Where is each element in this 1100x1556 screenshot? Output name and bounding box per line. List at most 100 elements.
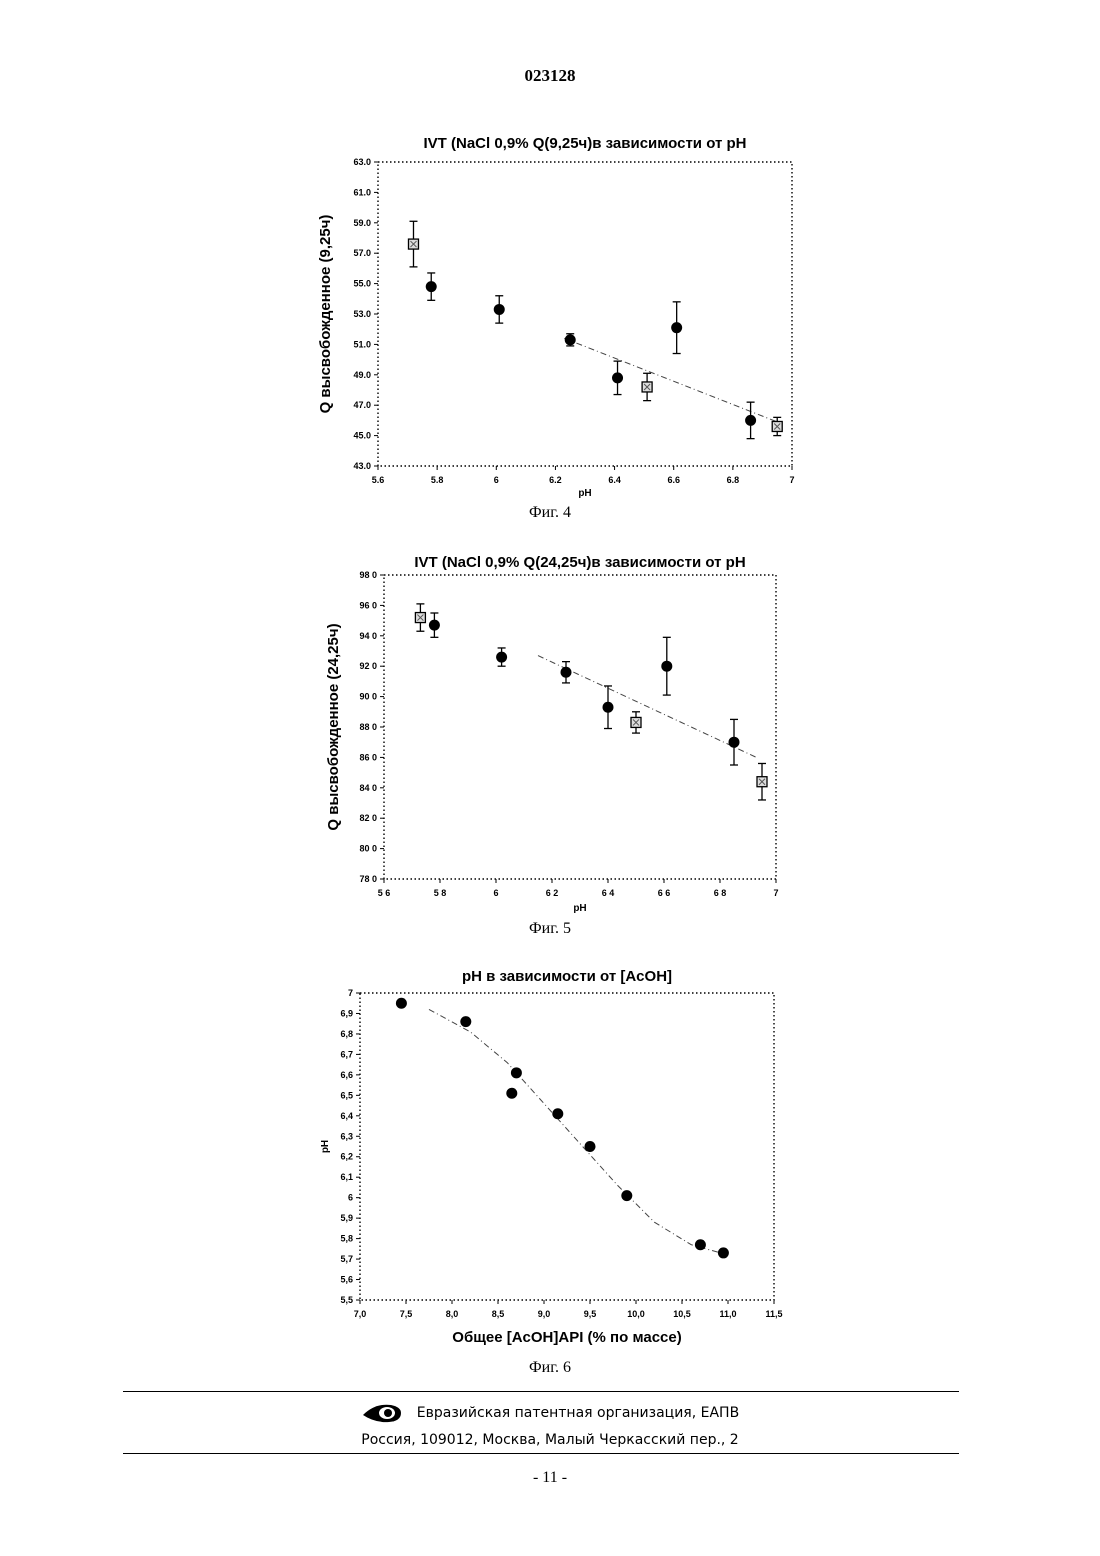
y-tick-label: 61.0 bbox=[353, 187, 371, 197]
circle-marker bbox=[695, 1239, 706, 1250]
y-tick-label: 88 0 bbox=[359, 722, 377, 732]
data-point bbox=[718, 1247, 729, 1258]
data-point bbox=[496, 648, 507, 666]
y-tick-label: 57.0 bbox=[353, 248, 371, 258]
data-point bbox=[612, 361, 623, 394]
x-axis-label: Общее [AcOH]API (% по массе) bbox=[452, 1329, 681, 1346]
x-tick-label: 5.8 bbox=[431, 475, 444, 485]
x-tick-label: 6 8 bbox=[714, 888, 727, 898]
x-tick-label: 10,0 bbox=[627, 1309, 645, 1319]
y-tick-label: 6,9 bbox=[340, 1008, 353, 1018]
y-tick-label: 53.0 bbox=[353, 309, 371, 319]
y-axis-label: Q высвобожденное (9,25ч) bbox=[317, 215, 334, 414]
circle-marker bbox=[494, 304, 505, 315]
y-tick-label: 6,6 bbox=[340, 1070, 353, 1080]
data-point bbox=[561, 662, 572, 683]
data-point bbox=[603, 686, 614, 729]
x-tick-label: 7 bbox=[773, 888, 778, 898]
y-tick-label: 84 0 bbox=[359, 783, 377, 793]
caption-fig6: Фиг. 6 bbox=[0, 1359, 1100, 1377]
chart-title: pH в зависимости от [AcOH] bbox=[462, 968, 672, 985]
chart-fig6: pH в зависимости от [AcOH]7,07,58,08,59,… bbox=[0, 955, 1100, 1355]
y-tick-label: 45.0 bbox=[353, 431, 371, 441]
figure-4: IVT (NaCl 0,9% Q(9,25ч)в зависимости от … bbox=[0, 120, 1100, 500]
x-tick-label: 7,5 bbox=[400, 1309, 413, 1319]
plot-frame bbox=[360, 993, 774, 1300]
x-tick-label: 7 bbox=[789, 475, 794, 485]
x-tick-label: 6 4 bbox=[602, 888, 615, 898]
circle-marker bbox=[621, 1190, 632, 1201]
y-axis-label: Q высвобожденное (24,25ч) bbox=[325, 623, 342, 830]
circle-marker bbox=[612, 372, 623, 383]
data-point bbox=[396, 998, 407, 1009]
x-tick-label: 7,0 bbox=[354, 1309, 367, 1319]
y-tick-label: 94 0 bbox=[359, 631, 377, 641]
data-point bbox=[585, 1141, 596, 1152]
data-point bbox=[494, 296, 505, 323]
y-tick-label: 78 0 bbox=[359, 874, 377, 884]
data-point bbox=[631, 712, 641, 733]
x-tick-label: 10,5 bbox=[673, 1309, 691, 1319]
data-point bbox=[729, 719, 740, 765]
x-tick-label: 6 bbox=[493, 888, 498, 898]
footer-address: Россия, 109012, Москва, Малый Черкасский… bbox=[0, 1432, 1100, 1448]
data-point bbox=[642, 373, 652, 400]
x-tick-label: 6 6 bbox=[658, 888, 671, 898]
y-axis-label: pH bbox=[320, 1140, 331, 1153]
data-point bbox=[415, 604, 425, 631]
x-tick-label: 6.8 bbox=[727, 475, 740, 485]
plot-frame bbox=[384, 575, 776, 879]
data-point bbox=[671, 302, 682, 354]
y-tick-label: 92 0 bbox=[359, 661, 377, 671]
footer-rule-bottom bbox=[123, 1453, 959, 1454]
data-point bbox=[661, 637, 672, 695]
y-tick-label: 6,8 bbox=[340, 1029, 353, 1039]
x-tick-label: 5.6 bbox=[372, 475, 385, 485]
y-tick-label: 82 0 bbox=[359, 813, 377, 823]
y-tick-label: 6,1 bbox=[340, 1172, 353, 1182]
y-tick-label: 63.0 bbox=[353, 157, 371, 167]
data-point bbox=[511, 1067, 522, 1078]
circle-marker bbox=[552, 1108, 563, 1119]
y-tick-label: 7 bbox=[348, 988, 353, 998]
circle-marker bbox=[671, 322, 682, 333]
x-tick-label: 5 8 bbox=[434, 888, 447, 898]
document-number: 023128 bbox=[0, 66, 1100, 86]
y-tick-label: 47.0 bbox=[353, 400, 371, 410]
circle-marker bbox=[661, 661, 672, 672]
footer-org-text: Евразийская патентная организация, ЕАПВ bbox=[417, 1405, 739, 1421]
y-tick-label: 6,7 bbox=[340, 1049, 353, 1059]
y-tick-label: 98 0 bbox=[359, 570, 377, 580]
x-tick-label: 6.2 bbox=[549, 475, 562, 485]
footer-rule-top bbox=[123, 1391, 959, 1392]
y-tick-label: 6,2 bbox=[340, 1152, 353, 1162]
figure-6: pH в зависимости от [AcOH]7,07,58,08,59,… bbox=[0, 955, 1100, 1355]
circle-marker bbox=[718, 1247, 729, 1258]
figure-5: IVT (NaCl 0,9% Q(24,25ч)в зависимости от… bbox=[0, 540, 1100, 920]
y-tick-label: 6 bbox=[348, 1193, 353, 1203]
y-tick-label: 96 0 bbox=[359, 600, 377, 610]
eapo-eye-logo-icon bbox=[361, 1401, 403, 1425]
y-tick-label: 43.0 bbox=[353, 461, 371, 471]
x-tick-label: 11,5 bbox=[765, 1309, 782, 1319]
x-axis-label: pH bbox=[578, 488, 591, 499]
chart-fig5: IVT (NaCl 0,9% Q(24,25ч)в зависимости от… bbox=[0, 540, 1100, 920]
x-tick-label: 6 bbox=[494, 475, 499, 485]
circle-marker bbox=[565, 334, 576, 345]
y-tick-label: 6,3 bbox=[340, 1131, 353, 1141]
x-tick-label: 8,5 bbox=[492, 1309, 505, 1319]
y-tick-label: 6,4 bbox=[340, 1111, 353, 1121]
data-point bbox=[621, 1190, 632, 1201]
trend-line bbox=[429, 1009, 728, 1255]
circle-marker bbox=[561, 667, 572, 678]
x-tick-label: 6.4 bbox=[608, 475, 621, 485]
y-tick-label: 51.0 bbox=[353, 339, 371, 349]
data-point bbox=[695, 1239, 706, 1250]
y-tick-label: 90 0 bbox=[359, 692, 377, 702]
data-point bbox=[408, 221, 418, 267]
y-tick-label: 86 0 bbox=[359, 752, 377, 762]
caption-fig4: Фиг. 4 bbox=[0, 504, 1100, 522]
x-tick-label: 9,5 bbox=[584, 1309, 597, 1319]
circle-marker bbox=[496, 652, 507, 663]
circle-marker bbox=[603, 702, 614, 713]
